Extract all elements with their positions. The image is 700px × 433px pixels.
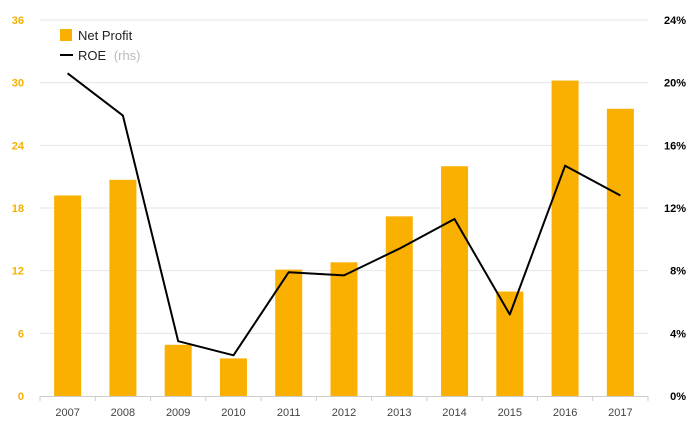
bar-net-profit-2017 xyxy=(606,108,634,397)
bar-net-profit-2012 xyxy=(330,262,358,396)
x-tick-label-2012: 2012 xyxy=(332,407,356,419)
bar-net-profit-2010 xyxy=(219,358,247,396)
x-tick-label-2014: 2014 xyxy=(442,407,466,419)
x-tick-label-2017: 2017 xyxy=(608,407,632,419)
x-axis: 2007 2008 2009 2010 2011 2012 2013 2014 2015 2016… xyxy=(39,396,649,419)
y-right-tick-label: 24% xyxy=(664,15,686,27)
x-tick-label-2010: 2010 xyxy=(221,407,245,419)
net-profit-bars xyxy=(54,80,634,397)
x-tick-label-2009: 2009 xyxy=(166,407,190,419)
bar-net-profit-2016 xyxy=(551,80,579,397)
y-right-tick-label: 20% xyxy=(664,78,686,90)
gridlines xyxy=(40,19,648,397)
bar-net-profit-2014 xyxy=(441,166,469,396)
bar-net-profit-2009 xyxy=(164,344,192,396)
y-axis-left: 0 6 12 18 24 30 36 xyxy=(12,15,25,403)
bar-net-profit-2008 xyxy=(109,179,137,396)
y-left-tick-label: 18 xyxy=(12,203,24,215)
legend-swatch-net-profit xyxy=(60,29,72,41)
y-left-tick-label: 36 xyxy=(12,15,24,27)
x-tick-label-2008: 2008 xyxy=(111,407,135,419)
bar-net-profit-2013 xyxy=(385,216,413,396)
legend-label-net-profit: Net Profit xyxy=(78,28,133,43)
y-right-tick-label: 16% xyxy=(664,140,686,152)
bar-net-profit-2015 xyxy=(496,291,524,396)
y-axis-right: 0% 4% 8% 12% 16% 20% 24% xyxy=(664,15,686,403)
y-left-tick-label: 24 xyxy=(12,140,25,152)
legend-label-roe: ROE (rhs) xyxy=(78,48,141,63)
x-tick-label-2013: 2013 xyxy=(387,407,411,419)
y-left-tick-label: 0 xyxy=(18,391,24,403)
bar-net-profit-2007 xyxy=(54,195,82,396)
y-left-tick-label: 30 xyxy=(12,78,24,90)
legend: Net Profit ROE (rhs) xyxy=(60,28,141,63)
y-right-tick-label: 4% xyxy=(670,328,686,340)
x-tick-label-2011: 2011 xyxy=(277,407,301,419)
y-right-tick-label: 8% xyxy=(670,266,686,278)
x-tick-label-2015: 2015 xyxy=(498,407,522,419)
y-right-tick-label: 0% xyxy=(670,391,686,403)
bar-net-profit-2011 xyxy=(275,269,303,396)
y-left-tick-label: 12 xyxy=(12,266,24,278)
y-right-tick-label: 12% xyxy=(664,203,686,215)
x-tick-label-2007: 2007 xyxy=(55,407,79,419)
y-left-tick-label: 6 xyxy=(18,328,24,340)
x-tick-label-2016: 2016 xyxy=(553,407,577,419)
roe-line-series xyxy=(66,72,621,357)
